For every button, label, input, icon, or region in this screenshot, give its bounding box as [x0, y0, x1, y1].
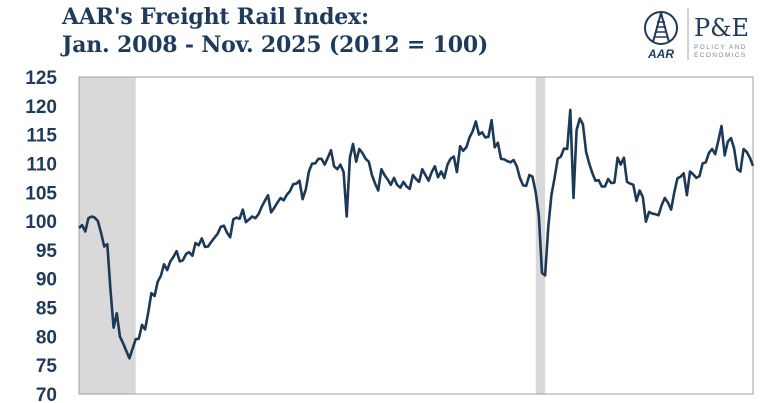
chart-title-line2: Jan. 2008 - Nov. 2025 (2012 = 100) [62, 32, 489, 58]
pe-sub2: ECONOMICS [694, 52, 747, 59]
pe-logo: P&E POLICY AND ECONOMICS [694, 14, 749, 59]
y-tick-label: 95 [36, 241, 58, 262]
y-tick-label: 80 [36, 327, 57, 348]
chart-title: AAR's Freight Rail Index: Jan. 2008 - No… [62, 3, 488, 59]
y-axis-ticks: 125 120 115 110 105 100 95 90 85 80 75 70 [25, 68, 57, 403]
y-tick-label: 105 [25, 183, 57, 204]
y-tick-label: 90 [36, 270, 57, 291]
aar-text: AAR [647, 47, 674, 61]
shaded-period-0 [79, 77, 136, 394]
y-tick-label: 85 [36, 299, 58, 320]
series-line [78, 108, 755, 360]
y-tick-label: 100 [25, 212, 57, 233]
y-tick-label: 75 [36, 356, 58, 377]
y-tick-label: 120 [25, 97, 57, 118]
y-tick-label: 115 [26, 126, 57, 147]
chart-title-line1: AAR's Freight Rail Index: [62, 4, 369, 30]
plot-border [78, 76, 754, 395]
pe-text: P&E [694, 14, 749, 42]
y-tick-label: 110 [26, 154, 57, 175]
aar-pe-logo: AAR P&E POLICY AND ECONOMICS [644, 8, 749, 61]
pe-sub1: POLICY AND [694, 44, 747, 51]
y-tick-label: 125 [25, 68, 57, 89]
y-tick-label: 70 [36, 385, 57, 403]
aar-logo: AAR [644, 11, 678, 61]
